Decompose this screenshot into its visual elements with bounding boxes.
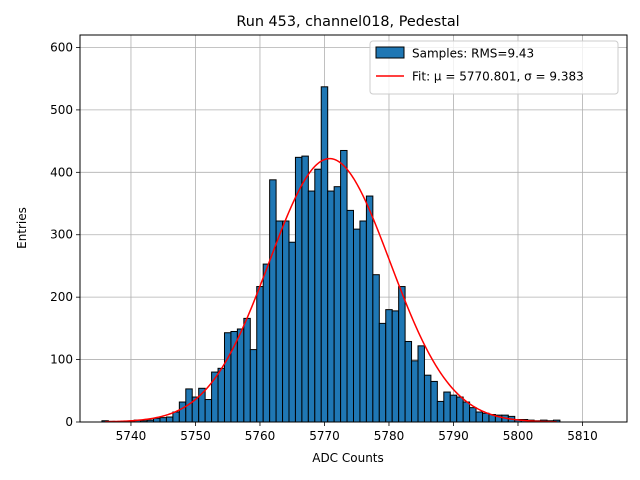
histogram-bar <box>482 412 490 423</box>
histogram-bar <box>365 195 374 423</box>
histogram-bar <box>340 149 348 423</box>
legend: Samples: RMS=9.43 Fit: μ = 5770.801, σ =… <box>369 40 619 95</box>
x-tick-label: 5790 <box>438 429 469 443</box>
histogram-bar <box>159 417 167 423</box>
histogram-bar <box>449 394 458 423</box>
histogram-bar <box>443 391 451 423</box>
y-tick-label: 200 <box>50 290 73 304</box>
y-tick-label: 500 <box>50 103 73 117</box>
histogram-bar <box>385 309 393 423</box>
histogram-bar <box>243 317 251 423</box>
histogram-bar <box>269 179 277 423</box>
histogram-bar <box>353 228 361 423</box>
histogram-bar <box>462 401 471 423</box>
histogram-bar <box>372 274 380 423</box>
y-tick-label: 600 <box>50 40 73 54</box>
histogram-bar <box>430 380 438 423</box>
histogram-bar <box>262 263 271 423</box>
y-tick-label: 100 <box>50 353 73 367</box>
histogram-bar <box>307 190 316 423</box>
histogram-bar <box>320 86 329 423</box>
histogram-bar <box>411 360 419 423</box>
histogram-bar <box>417 345 425 423</box>
x-axis-label: ADC Counts <box>312 451 384 465</box>
axes-border <box>79 34 628 423</box>
x-tick-label: 5760 <box>245 429 276 443</box>
legend-box <box>369 40 619 95</box>
histogram-bar <box>404 340 413 423</box>
histogram-bar <box>314 168 322 423</box>
axes-frame <box>79 34 628 423</box>
y-axis-label: Entries <box>15 207 29 249</box>
x-tick-label: 5780 <box>374 429 405 443</box>
histogram-bar <box>217 367 225 423</box>
histogram-bar <box>398 286 406 423</box>
histogram-bar <box>436 400 445 423</box>
tick-labels: 5740 5750 5760 5770 5780 5790 5800 5810 0 100 200 3… <box>50 40 598 443</box>
histogram-bar <box>469 407 477 423</box>
chart-title: Run 453, channel018, Pedestal <box>236 14 459 30</box>
y-tick-label: 300 <box>50 228 73 242</box>
histogram-bar <box>327 190 335 423</box>
x-tick-label: 5770 <box>309 429 340 443</box>
histogram-bar <box>223 332 232 423</box>
x-tick-label: 5740 <box>116 429 147 443</box>
histogram-bar <box>275 220 284 423</box>
legend-label-fit: Fit: μ = 5770.801, σ = 9.383 <box>412 70 584 84</box>
histogram-bar <box>288 241 296 423</box>
histogram-bar <box>475 411 484 423</box>
histogram-bar <box>256 286 264 423</box>
x-tick-label: 5750 <box>180 429 211 443</box>
histogram-bar <box>282 220 290 423</box>
x-tick-label: 5800 <box>503 429 534 443</box>
histogram-bar <box>301 155 309 423</box>
histogram-bar <box>359 220 367 423</box>
histogram-bar <box>391 310 400 423</box>
y-tick-label: 0 <box>65 415 73 429</box>
histogram-bar <box>153 417 161 423</box>
x-tick-label: 5810 <box>567 429 598 443</box>
histogram-bar <box>172 411 180 423</box>
histogram-bar <box>423 374 432 423</box>
histogram-bar <box>165 416 174 423</box>
histogram-bar <box>236 328 245 423</box>
legend-label-samples: Samples: RMS=9.43 <box>412 47 534 61</box>
legend-swatch-samples <box>375 46 405 59</box>
gaussian-fit-curve <box>105 157 557 423</box>
histogram-bar <box>346 209 355 423</box>
histogram-bar <box>333 186 342 423</box>
histogram-bar <box>178 401 187 423</box>
histogram-bar <box>378 322 387 423</box>
histogram-bar <box>204 399 213 423</box>
histogram-bar <box>456 396 464 423</box>
histogram-bar <box>249 349 258 423</box>
y-tick-label: 400 <box>50 165 73 179</box>
